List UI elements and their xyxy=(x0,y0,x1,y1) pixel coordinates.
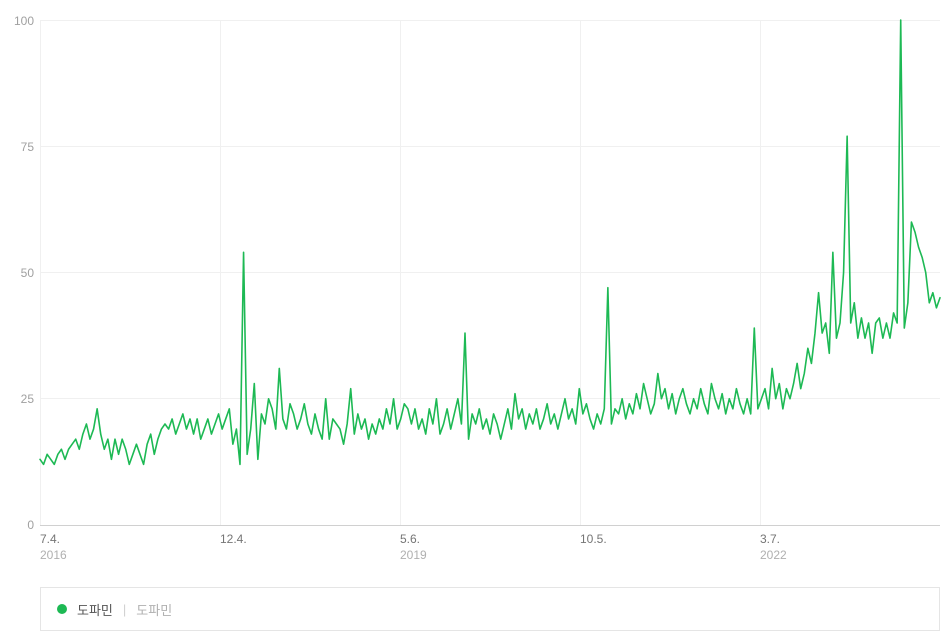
y-axis-label: 50 xyxy=(4,266,34,280)
y-axis-label: 25 xyxy=(4,392,34,406)
x-axis-label: 3.7. xyxy=(760,532,780,546)
x-axis-label: 5.6. xyxy=(400,532,420,546)
x-axis-label: 10.5. xyxy=(580,532,607,546)
x-axis-label-year: 2016 xyxy=(40,548,67,562)
legend-primary-label: 도파민 xyxy=(77,600,113,619)
chart-container: 100 75 50 25 0 7.4. 2016 12.4. 5.6. 2019… xyxy=(0,0,950,580)
x-axis-label: 12.4. xyxy=(220,532,247,546)
x-axis-baseline xyxy=(40,525,940,526)
y-axis-label: 75 xyxy=(4,140,34,154)
y-axis-label: 0 xyxy=(4,518,34,532)
legend-secondary-label: 도파민 xyxy=(136,600,172,619)
x-axis-label: 7.4. xyxy=(40,532,60,546)
plot-area xyxy=(40,20,940,525)
legend: 도파민 | 도파민 xyxy=(40,587,940,631)
x-axis-label-year: 2022 xyxy=(760,548,787,562)
chart-line xyxy=(40,20,940,464)
x-axis-label-year: 2019 xyxy=(400,548,427,562)
line-chart-svg xyxy=(40,20,940,525)
legend-separator: | xyxy=(123,602,126,617)
y-axis-label: 100 xyxy=(4,14,34,28)
legend-dot-icon xyxy=(57,604,67,614)
